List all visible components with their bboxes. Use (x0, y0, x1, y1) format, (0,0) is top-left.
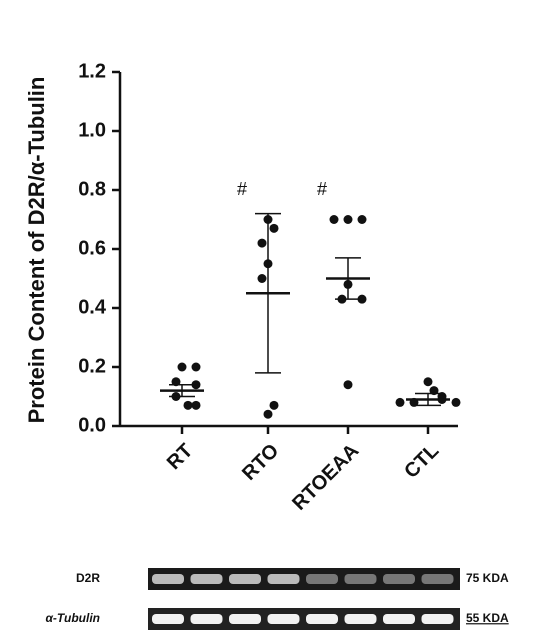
blot-band (344, 574, 377, 584)
data-point (257, 238, 267, 248)
blot-band (267, 614, 300, 624)
y-tick-label: 0.8 (78, 178, 106, 200)
y-tick-label: 0.2 (78, 355, 106, 377)
blot-band (421, 614, 454, 624)
x-tick-label: RTO (238, 440, 283, 485)
data-point (357, 215, 367, 224)
data-point (423, 377, 433, 387)
y-tick-label: 1.2 (78, 60, 106, 82)
data-point (357, 294, 367, 304)
blot-band (383, 574, 415, 584)
blot-band (421, 574, 454, 584)
data-point (183, 400, 193, 410)
data-point (269, 400, 279, 410)
blot-band (306, 574, 338, 584)
data-point (343, 215, 353, 224)
blot-band (383, 614, 415, 624)
blot-band (190, 614, 223, 624)
blot-strip (148, 608, 460, 630)
y-tick-label: 0.0 (78, 414, 106, 436)
data-point (343, 380, 353, 390)
data-point (269, 223, 279, 233)
annotation: # (317, 179, 327, 199)
blot-label: D2R (76, 571, 100, 585)
data-point (191, 400, 201, 410)
blot-band (229, 614, 261, 624)
blot-band (344, 614, 377, 624)
data-point (263, 409, 273, 419)
blot-band (267, 574, 300, 584)
blot-size: 75 KDA (466, 571, 509, 585)
x-tick-label: RTOEAA (288, 440, 363, 515)
data-point (257, 274, 267, 283)
blot-size: 55 KDA (466, 611, 509, 625)
data-point (191, 362, 201, 372)
y-tick-label: 1.0 (78, 119, 106, 141)
blot-band (190, 574, 223, 584)
data-point (191, 380, 201, 390)
blot-band (152, 574, 184, 584)
data-point (177, 362, 187, 372)
data-point (395, 397, 405, 407)
x-tick-label: RT (163, 440, 197, 474)
data-point (329, 215, 339, 224)
blot-band (229, 574, 261, 584)
blot-area (148, 568, 460, 630)
x-tick-label: CTL (400, 440, 443, 483)
blot-band (152, 614, 184, 624)
y-axis-label: Protein Content of D2R/α-Tubulin (24, 77, 49, 424)
y-tick-label: 0.6 (78, 237, 106, 259)
blot-band (306, 614, 338, 624)
annotation: # (237, 179, 247, 199)
data-point (451, 397, 461, 407)
blot-label: α-Tubulin (45, 611, 100, 625)
blot-strip (148, 568, 460, 590)
y-tick-label: 0.4 (78, 296, 107, 318)
